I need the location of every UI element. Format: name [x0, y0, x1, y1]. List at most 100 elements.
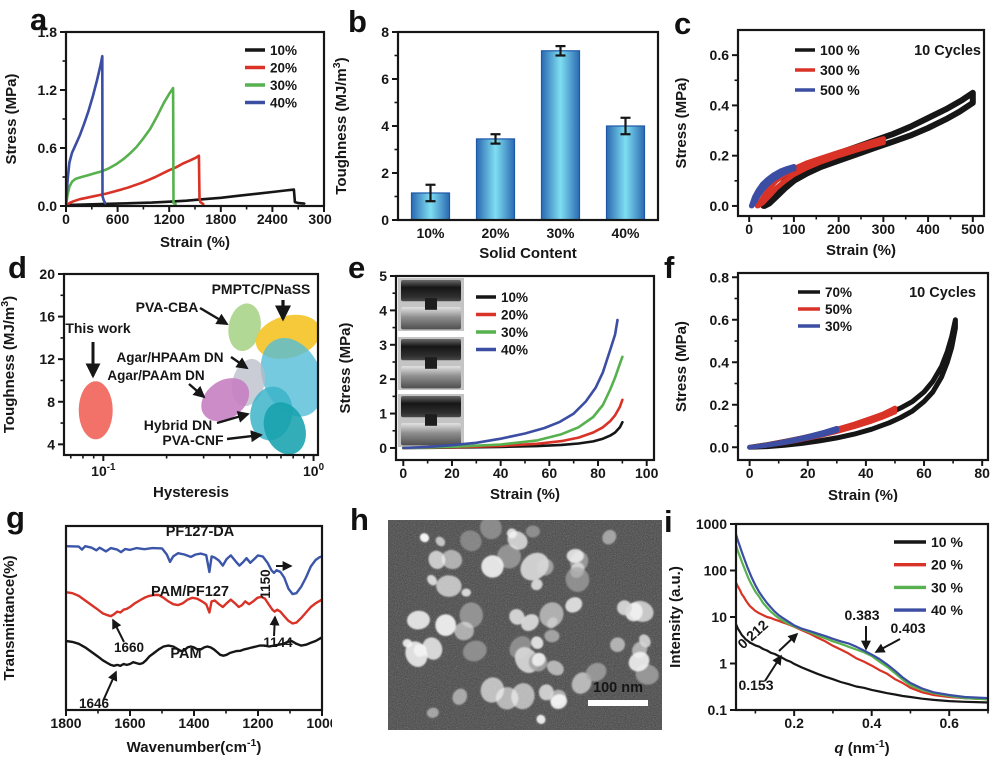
annotation-arrow [112, 618, 125, 643]
annotation-arrow [269, 615, 280, 637]
x-tick-label: 0.4 [862, 715, 882, 731]
y-axis-label: Intensity (a.u.) [667, 566, 684, 668]
x-tick-label: 2400 [257, 211, 288, 227]
legend-label: 40% [501, 343, 528, 358]
ellipse-pva-cnf [263, 402, 306, 455]
y-tick-label: 20 [39, 266, 55, 282]
y-tick-label: 2 [381, 165, 389, 181]
annotation-text: 10 Cycles [909, 285, 976, 301]
error-bar-10% [425, 183, 436, 203]
x-tick-label: 20 [444, 465, 460, 481]
y-axis-label: Stress (MPa) [673, 78, 690, 169]
y-tick-label: 0.0 [710, 439, 730, 455]
axis-ticks [732, 276, 984, 466]
legend-label: 30 % [931, 579, 963, 595]
series-30 [66, 86, 177, 206]
legend-item-500: 500 % [795, 82, 860, 98]
y-axis-label: Toughness (MJ/m3) [332, 57, 350, 194]
ellipse-agar-paam [201, 378, 250, 422]
legend: 70% 50% 30% [798, 285, 852, 334]
bar-40% [605, 125, 646, 221]
x-tick-label: 20 [800, 465, 816, 481]
annotation-arrow [874, 638, 901, 653]
axis-ticks [65, 710, 323, 716]
panel-i-saxs-chart: 0.2 0.4 0.6 0.1 1 10 100 1000 q (nm-1) Intensity … [667, 516, 990, 757]
series-PAMPF127 [66, 590, 322, 625]
legend-item-30: 30% [798, 319, 852, 334]
legend-label: 20 % [931, 557, 963, 573]
legend-item-300: 300 % [795, 62, 860, 78]
series-100 [760, 89, 976, 209]
scale-bar [588, 700, 648, 706]
legend-item-20: 20 % [894, 557, 963, 573]
y-tick-label: 0.0 [38, 198, 58, 214]
annotation-arrow [764, 654, 782, 682]
annotation-text: PAM [170, 646, 201, 662]
bar-20% [475, 138, 516, 221]
annotation-text: 1144 [263, 635, 293, 650]
panel-label-a: a [30, 2, 48, 37]
annotation-text: 0.403 [890, 620, 925, 636]
legend-item-20: 20% [476, 308, 528, 323]
annotation-arrow [230, 356, 249, 370]
y-tick-label: 16 [39, 309, 55, 325]
x-tick-label: 300 [872, 221, 896, 237]
axis-ticks [60, 31, 325, 212]
annotation-text: PVA-CBA [136, 299, 199, 315]
x-axis-label: Solid Content [479, 245, 577, 262]
x-axis-label: Strain (%) [160, 234, 230, 251]
y-axis-label: Toughness (MJ/m3) [0, 296, 18, 433]
y-axis-label: Stress (MPa) [337, 323, 354, 414]
series-40 [736, 533, 988, 700]
compression-photo [398, 278, 464, 331]
x-tick-label: 100 [782, 221, 806, 237]
annotation-arrow [199, 306, 229, 326]
x-axis-label: Strain (%) [828, 487, 898, 502]
x-tick-label: 1200 [154, 211, 185, 227]
legend: 10% 20% 30% 40% [245, 43, 297, 111]
panel-h-tem-image: 100 nm [388, 520, 662, 730]
y-tick-label: 1 [719, 656, 727, 672]
annotation-arrow [216, 411, 250, 425]
scale-bar-label: 100 nm [593, 680, 643, 696]
annotation-arrow [226, 430, 263, 443]
y-tick-label: 12 [39, 351, 55, 367]
x-axis-label: q (nm-1) [834, 738, 889, 757]
y-tick-label: 8 [381, 24, 389, 40]
x-tick-label: 0.6 [939, 715, 959, 731]
legend-item-10: 10% [245, 43, 297, 58]
x-tick-label: 0 [746, 465, 754, 481]
annotation-text: 0.212 [734, 616, 771, 651]
panel-e-compression-chart: 0 20 40 60 80 100 0 1 2 3 4 5 Strain (%) Stress (MPa)… [337, 268, 659, 502]
annotation-arrow [188, 383, 206, 399]
y-tick-label: 0.1 [708, 702, 728, 718]
panel-d-toughness-hysteresis-chart: 10-1 100 4 8 12 16 20 Hysteresis Toughness (MJ/m… [0, 266, 325, 501]
x-tick-label: 0 [745, 221, 753, 237]
micelle-particles [402, 520, 659, 725]
y-tick-label: 1.2 [38, 82, 58, 98]
legend-label: 500 % [820, 82, 860, 98]
legend-item-40: 40 % [894, 602, 963, 618]
panel-f-cyclic-compression-chart: 0 20 40 60 80 0.0 0.2 0.4 0.6 0.8 Strain (%) Stress… [673, 269, 990, 502]
y-axis-label: Stress (MPa) [673, 321, 690, 412]
y-tick-label: 5 [379, 268, 387, 284]
panel-label-h: h [350, 502, 369, 537]
legend-label: 40 % [931, 602, 963, 618]
y-tick-label: 0.2 [710, 397, 730, 413]
legend-label: 50% [825, 302, 852, 317]
x-tick-label: 40 [493, 465, 509, 481]
panel-label-i: i [664, 504, 673, 539]
y-tick-label: 4 [47, 436, 55, 452]
legend-label: 20% [270, 61, 297, 76]
compression-photo [398, 394, 464, 447]
series-10 [736, 623, 988, 704]
annotation-text: 1646 [79, 696, 110, 711]
y-tick-label: 100 [704, 563, 728, 579]
legend-item-20: 20% [245, 61, 297, 76]
legend: 10% 20% 30% 40% [476, 290, 528, 358]
legend: 100 % 300 % 500 % [795, 42, 860, 98]
legend-label: 30% [270, 78, 297, 93]
legend-item-70: 70% [798, 285, 852, 300]
